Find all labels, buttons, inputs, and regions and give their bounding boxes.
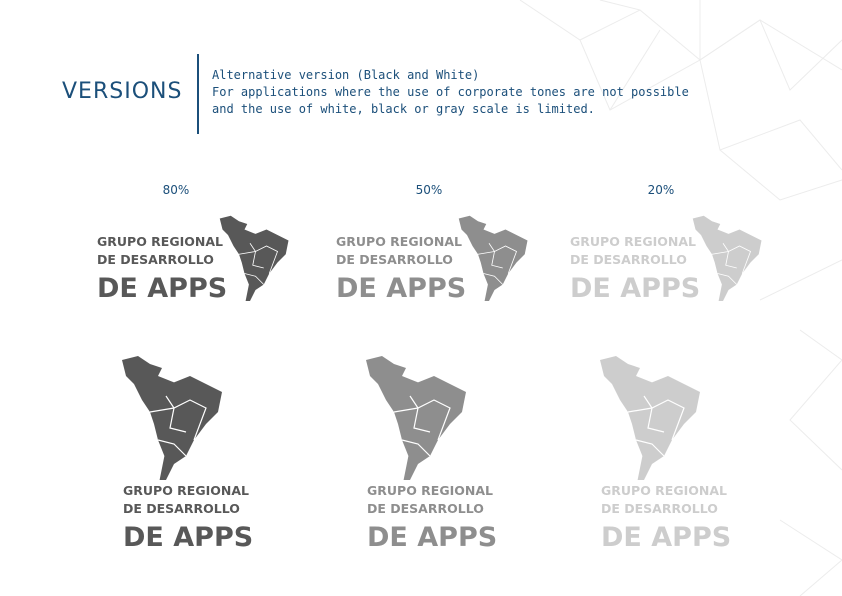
section-title: VERSIONS [62,79,183,104]
logo-line-3: DE APPS [570,273,700,304]
logo-line-2: DE DESARROLLO [123,501,240,516]
logo-line-3: DE APPS [97,273,227,304]
logo-line-3: DE APPS [367,522,497,553]
logo-line-1: GRUPO REGIONAL [570,234,696,249]
logo-line-2: DE DESARROLLO [367,501,484,516]
logo-vertical-80: GRUPO REGIONAL DE DESARROLLO DE APPS [118,352,258,553]
logo-vertical-50: GRUPO REGIONAL DE DESARROLLO DE APPS [362,352,502,553]
title-divider [197,54,199,134]
logo-line-1: GRUPO REGIONAL [367,483,493,498]
logo-line-1: GRUPO REGIONAL [336,234,462,249]
percent-label-50: 50% [415,183,443,197]
logo-line-3: DE APPS [601,522,731,553]
logo-line-3: DE APPS [336,273,466,304]
logo-vertical-20: GRUPO REGIONAL DE DESARROLLO DE APPS [596,352,736,553]
percent-label-20: 20% [647,183,675,197]
latin-america-map-icon [458,215,528,301]
logo-line-1: GRUPO REGIONAL [601,483,727,498]
description-line-3: and the use of white, black or gray scal… [212,102,595,116]
logo-horizontal-80: GRUPO REGIONAL DE DESARROLLO DE APPS [97,213,289,304]
logo-line-1: GRUPO REGIONAL [97,234,223,249]
latin-america-map-icon [122,356,222,480]
logo-horizontal-20: GRUPO REGIONAL DE DESARROLLO DE APPS [570,213,762,304]
logo-line-2: DE DESARROLLO [97,252,214,267]
latin-america-map-icon [219,215,289,301]
section-description: Alternative version (Black and White) Fo… [212,67,689,118]
logo-line-2: DE DESARROLLO [570,252,687,267]
logo-line-1: GRUPO REGIONAL [123,483,249,498]
latin-america-map-icon [366,356,466,480]
logo-line-2: DE DESARROLLO [336,252,453,267]
logo-line-3: DE APPS [123,522,253,553]
logo-line-2: DE DESARROLLO [601,501,718,516]
percent-label-80: 80% [162,183,190,197]
logo-horizontal-50: GRUPO REGIONAL DE DESARROLLO DE APPS [336,213,528,304]
latin-america-map-icon [692,215,762,301]
description-line-1: Alternative version (Black and White) [212,68,480,82]
latin-america-map-icon [600,356,700,480]
description-line-2: For applications where the use of corpor… [212,85,689,99]
